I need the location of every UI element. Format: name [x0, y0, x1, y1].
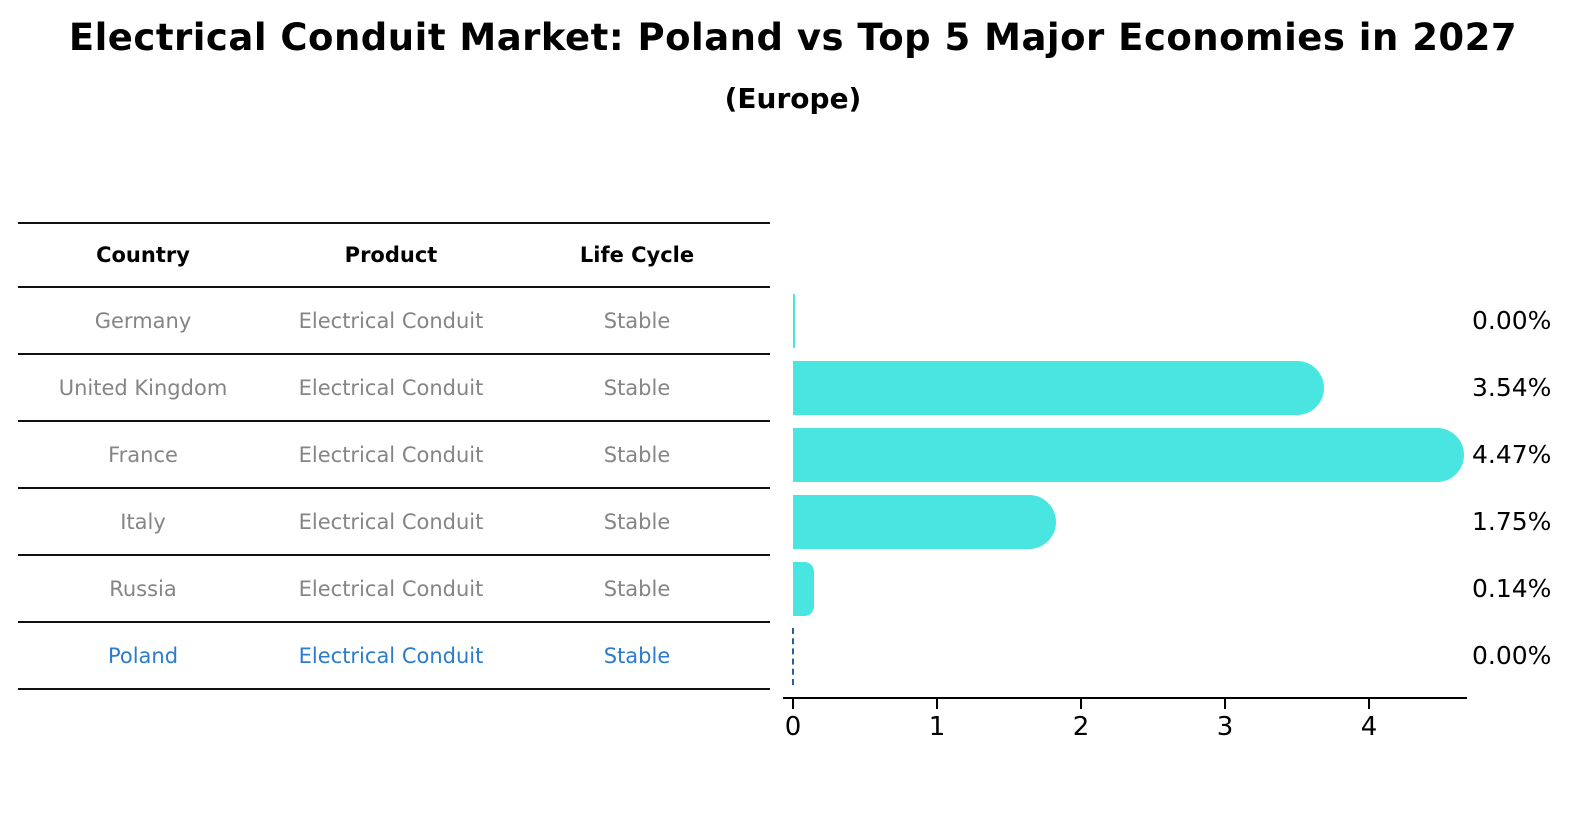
table-bottom-rule	[18, 687, 770, 691]
bar-russia	[793, 561, 814, 616]
cell-product: Electrical Conduit	[298, 308, 484, 333]
cell-product: Electrical Conduit	[298, 375, 484, 400]
x-axis-tick-label: 0	[784, 712, 802, 742]
x-axis-tick	[1367, 698, 1371, 709]
bar-germany	[793, 293, 795, 348]
bar-united-kingdom	[793, 360, 1324, 415]
table-top-rule	[18, 221, 770, 225]
value-label: 0.14%	[1472, 573, 1552, 603]
cell-country: Poland	[107, 643, 179, 668]
cell-life_cycle: Stable	[603, 308, 671, 333]
cell-product: Electrical Conduit	[298, 643, 484, 668]
cell-country: France	[108, 442, 178, 467]
row-divider	[18, 620, 770, 624]
row-divider	[18, 486, 770, 490]
bar-france	[793, 427, 1464, 482]
cell-country: Germany	[94, 308, 192, 333]
x-axis-tick	[935, 698, 939, 709]
x-axis-tick-label: 4	[1360, 712, 1378, 742]
cell-life_cycle: Stable	[603, 643, 671, 668]
x-axis-tick-label: 3	[1216, 712, 1234, 742]
row-divider	[18, 285, 770, 289]
page-title: Electrical Conduit Market: Poland vs Top…	[68, 16, 1518, 59]
row-divider	[18, 352, 770, 356]
value-label: 0.00%	[1472, 305, 1552, 335]
cell-life_cycle: Stable	[603, 375, 671, 400]
x-axis-tick	[791, 698, 795, 709]
cell-product: Electrical Conduit	[298, 576, 484, 601]
column-header-country: Country	[96, 243, 190, 267]
column-header-life_cycle: Life Cycle	[579, 243, 695, 267]
bar-italy	[793, 494, 1056, 549]
x-axis-line	[783, 696, 1467, 700]
cell-life_cycle: Stable	[603, 576, 671, 601]
x-axis-tick	[1079, 698, 1083, 709]
cell-life_cycle: Stable	[603, 509, 671, 534]
x-axis-tick-label: 2	[1072, 712, 1090, 742]
value-label: 0.00%	[1472, 640, 1552, 670]
value-label: 3.54%	[1472, 372, 1552, 402]
poland-zero-dashed-marker	[792, 627, 794, 685]
page-subtitle: (Europe)	[724, 82, 862, 115]
cell-country: Italy	[120, 509, 166, 534]
x-axis-tick	[1223, 698, 1227, 709]
row-divider	[18, 419, 770, 423]
cell-product: Electrical Conduit	[298, 509, 484, 534]
value-label: 4.47%	[1472, 439, 1552, 469]
value-label: 1.75%	[1472, 506, 1552, 536]
row-divider	[18, 553, 770, 557]
column-header-product: Product	[344, 243, 438, 267]
cell-country: United Kingdom	[58, 375, 228, 400]
x-axis-tick-label: 1	[928, 712, 946, 742]
cell-country: Russia	[109, 576, 177, 601]
cell-product: Electrical Conduit	[298, 442, 484, 467]
cell-life_cycle: Stable	[603, 442, 671, 467]
